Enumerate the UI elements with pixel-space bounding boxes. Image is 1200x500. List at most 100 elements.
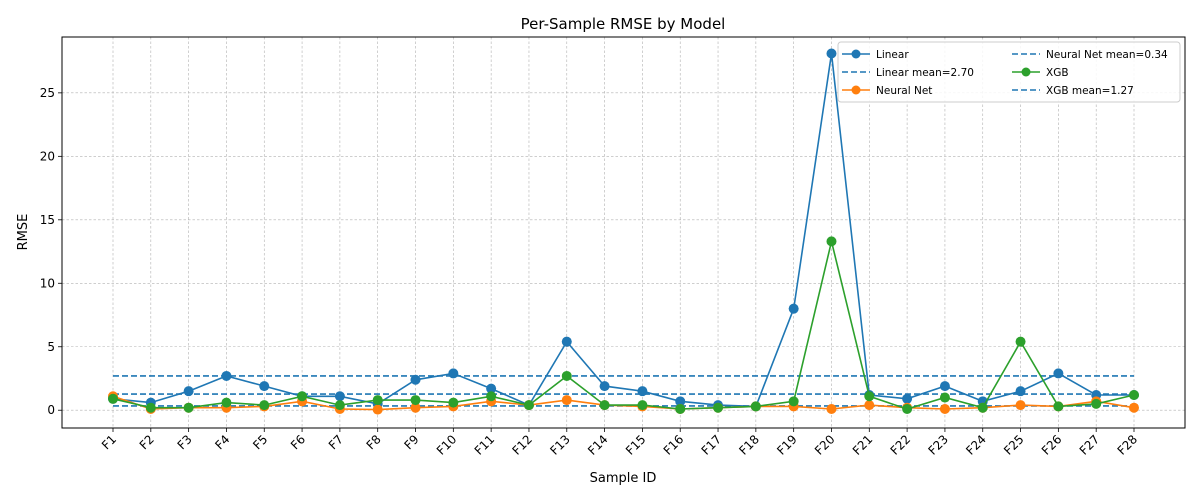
data-point <box>864 391 875 402</box>
y-axis-title: RMSE <box>16 214 31 251</box>
legend-label: Linear <box>876 49 909 61</box>
data-point <box>1053 368 1064 379</box>
data-point <box>448 397 459 408</box>
x-tick-label: F21 <box>850 432 876 458</box>
data-point <box>939 392 950 403</box>
data-point <box>750 401 761 412</box>
data-point <box>221 370 232 381</box>
data-point <box>183 386 194 397</box>
x-tick-label: F11 <box>472 432 498 458</box>
data-point <box>675 396 686 407</box>
legend-item: Linear mean=2.70 <box>842 67 974 79</box>
data-point <box>372 395 383 406</box>
x-tick-label: F22 <box>888 432 914 458</box>
data-point <box>788 303 799 314</box>
data-point <box>826 48 837 59</box>
y-tick-label: 5 <box>47 340 55 354</box>
data-point <box>221 397 232 408</box>
x-tick-label: F1 <box>99 432 119 452</box>
x-tick-label: F13 <box>547 432 573 458</box>
x-tick-label: F2 <box>137 432 157 452</box>
series-line <box>112 241 1135 410</box>
x-tick-label: F24 <box>963 432 989 458</box>
data-point <box>826 236 837 247</box>
data-point <box>259 400 270 411</box>
legend-item: XGB mean=1.27 <box>1012 85 1134 97</box>
legend-swatch-marker <box>1021 67 1031 77</box>
data-point <box>372 404 383 415</box>
x-tick-label: F23 <box>925 432 951 458</box>
y-tick-label: 10 <box>40 276 55 290</box>
series-group <box>108 48 1139 415</box>
data-point <box>637 386 648 397</box>
data-point <box>1015 386 1026 397</box>
legend-box <box>837 41 1181 103</box>
data-point <box>108 393 118 404</box>
data-point <box>334 391 345 402</box>
data-point <box>1015 400 1026 411</box>
y-tick-label: 15 <box>40 213 55 227</box>
x-tick-label: F6 <box>288 432 308 452</box>
legend-label: Neural Net mean=0.34 <box>1046 49 1168 61</box>
data-point <box>486 383 497 394</box>
data-point <box>1015 336 1026 347</box>
x-tick-label: F19 <box>774 432 800 458</box>
legend-label: XGB mean=1.27 <box>1046 85 1134 97</box>
y-tick-label: 20 <box>40 149 55 163</box>
y-tick-label: 0 <box>47 403 55 417</box>
data-point <box>826 403 837 414</box>
plot-frame <box>61 36 1186 429</box>
y-tick-label: 25 <box>40 86 55 100</box>
x-tick-label: F17 <box>699 432 725 458</box>
x-tick-label: F10 <box>434 432 460 458</box>
data-point <box>561 370 572 381</box>
chart-title: Per-Sample RMSE by Model <box>521 15 726 33</box>
x-axis-title: Sample ID <box>590 471 657 486</box>
legend-item: Neural Net <box>842 85 932 97</box>
legend-label: XGB <box>1046 67 1069 79</box>
series <box>108 236 1139 414</box>
series-line <box>112 53 1134 408</box>
x-tick-label: F5 <box>250 432 270 452</box>
data-point <box>486 391 497 402</box>
x-tick-label: F3 <box>175 432 195 452</box>
x-tick-label: F20 <box>812 432 838 458</box>
legend-label: Linear mean=2.70 <box>876 67 974 79</box>
data-point <box>1091 398 1102 409</box>
x-tick-label: F9 <box>401 432 421 452</box>
data-point <box>939 381 950 392</box>
data-point <box>561 336 572 347</box>
data-point <box>410 402 421 413</box>
data-point <box>675 403 686 414</box>
data-point <box>637 400 648 411</box>
series <box>108 48 1139 412</box>
data-point <box>410 395 421 406</box>
x-tick-label: F16 <box>661 432 687 458</box>
data-point <box>864 400 875 411</box>
data-point <box>788 396 799 407</box>
data-point <box>599 400 610 411</box>
data-point <box>1053 401 1064 412</box>
data-point <box>713 402 724 413</box>
data-point <box>939 403 950 414</box>
x-tick-label: F26 <box>1039 432 1065 458</box>
x-tick-label: F7 <box>326 432 346 452</box>
data-point <box>523 400 534 411</box>
data-point <box>1129 402 1139 413</box>
data-point <box>977 402 988 413</box>
legend-item: XGB <box>1012 67 1069 79</box>
grid <box>62 37 1185 428</box>
x-tick-label: F14 <box>585 432 611 458</box>
data-point <box>334 400 345 411</box>
data-point <box>448 368 459 379</box>
x-tick-label: F27 <box>1077 432 1103 458</box>
legend-swatch-marker <box>851 85 861 95</box>
x-tick-label: F18 <box>736 432 762 458</box>
x-tick-label: F8 <box>364 432 384 452</box>
data-point <box>1129 389 1139 400</box>
data-point <box>410 374 421 385</box>
legend-label: Neural Net <box>876 85 932 97</box>
x-tick-label: F25 <box>1001 432 1027 458</box>
legend-item: Linear <box>842 49 909 61</box>
